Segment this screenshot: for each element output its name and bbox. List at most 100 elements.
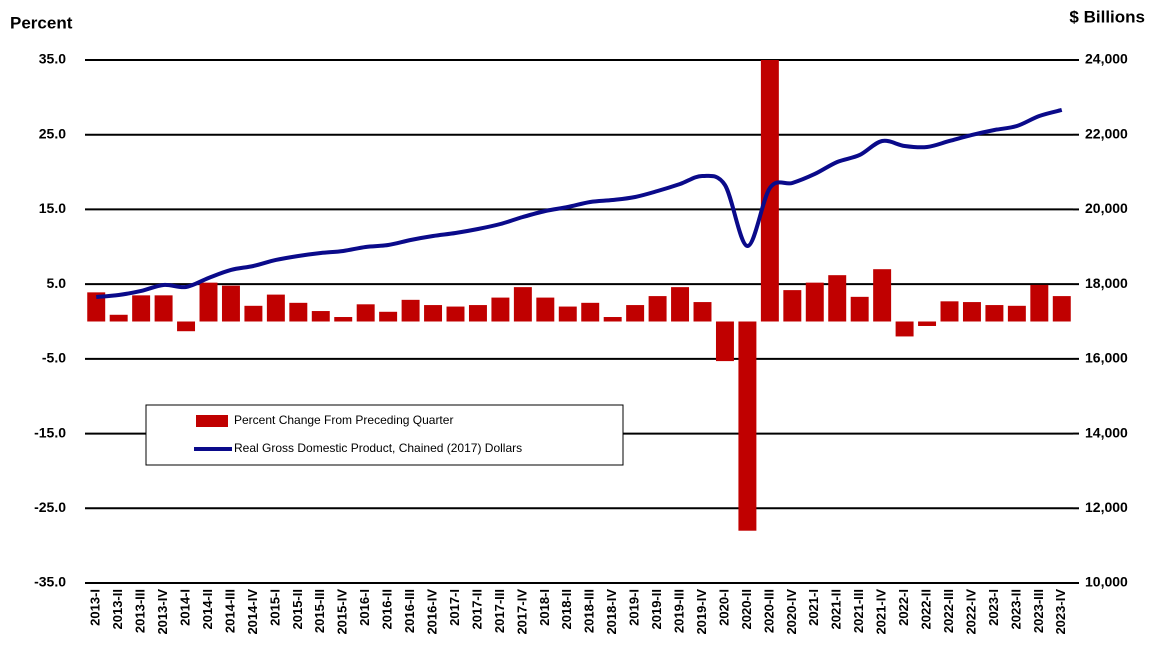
y2-tick-label: 22,000 bbox=[1085, 125, 1128, 141]
y-tick-label: -35.0 bbox=[34, 574, 66, 590]
x-tick-label: 2014-IV bbox=[245, 589, 260, 635]
bar bbox=[513, 287, 532, 322]
x-tick-label: 2020-IV bbox=[784, 589, 799, 635]
x-tick-label: 2016-I bbox=[357, 589, 372, 626]
bar bbox=[603, 317, 622, 322]
y2-tick-label: 12,000 bbox=[1085, 499, 1128, 515]
bar bbox=[356, 304, 375, 322]
bar bbox=[424, 305, 443, 322]
x-tick-label: 2020-II bbox=[739, 589, 754, 629]
bar bbox=[401, 299, 420, 322]
y2-tick-label: 24,000 bbox=[1085, 51, 1128, 67]
x-tick-label: 2014-I bbox=[177, 589, 192, 626]
x-tick-label: 2018-IV bbox=[604, 589, 619, 635]
x-tick-label: 2015-IV bbox=[335, 589, 350, 635]
line bbox=[96, 108, 1063, 299]
x-tick-label: 2021-II bbox=[829, 589, 844, 629]
bar bbox=[918, 321, 937, 326]
x-tick-label: 2018-II bbox=[559, 589, 574, 629]
x-tick-label: 2013-IV bbox=[155, 589, 170, 635]
bar bbox=[1007, 305, 1026, 322]
bar bbox=[177, 321, 196, 332]
y-tick-label: 35.0 bbox=[39, 51, 66, 67]
x-tick-label: 2022-IV bbox=[963, 589, 978, 635]
x-tick-label: 2019-III bbox=[671, 589, 686, 633]
x-tick-label: 2022-III bbox=[941, 589, 956, 633]
bar bbox=[244, 305, 263, 322]
bar bbox=[87, 292, 106, 322]
bar bbox=[626, 305, 645, 322]
bar bbox=[289, 302, 308, 322]
bar bbox=[491, 297, 510, 322]
bar bbox=[783, 290, 802, 322]
x-tick-label: 2015-I bbox=[267, 589, 282, 626]
bar bbox=[199, 282, 218, 322]
bar bbox=[1052, 296, 1071, 322]
bar bbox=[648, 296, 667, 322]
x-tick-label: 2020-I bbox=[716, 589, 731, 626]
y-tick-label: -25.0 bbox=[34, 499, 66, 515]
bar bbox=[266, 294, 285, 322]
y2-axis-title: $ Billions bbox=[1069, 7, 1145, 26]
x-tick-label: 2013-II bbox=[110, 589, 125, 629]
x-tick-label: 2021-III bbox=[851, 589, 866, 633]
bar bbox=[379, 311, 398, 322]
bar bbox=[895, 321, 914, 337]
x-tick-label: 2016-III bbox=[402, 589, 417, 633]
legend-label: Real Gross Domestic Product, Chained (20… bbox=[234, 441, 522, 455]
y-tick-label: -5.0 bbox=[42, 350, 66, 366]
x-tick-label: 2018-III bbox=[582, 589, 597, 633]
x-tick-label: 2017-II bbox=[469, 589, 484, 629]
y2-tick-label: 20,000 bbox=[1085, 200, 1128, 216]
x-tick-label: 2016-IV bbox=[424, 589, 439, 635]
y2-tick-label: 10,000 bbox=[1085, 574, 1128, 590]
bar bbox=[109, 314, 128, 322]
x-tick-label: 2014-II bbox=[200, 589, 215, 629]
bar bbox=[671, 287, 690, 322]
x-tick-label: 2013-I bbox=[88, 589, 103, 626]
x-tick-label: 2022-I bbox=[896, 589, 911, 626]
x-tick-label: 2021-I bbox=[806, 589, 821, 626]
y-tick-label: -15.0 bbox=[34, 424, 66, 440]
x-tick-label: 2017-IV bbox=[514, 589, 529, 635]
bar bbox=[940, 301, 959, 322]
x-tick-label: 2023-IV bbox=[1053, 589, 1068, 635]
x-tick-label: 2018-I bbox=[537, 589, 552, 626]
bar bbox=[873, 269, 892, 322]
bar bbox=[1030, 284, 1049, 322]
y-tick-label: 15.0 bbox=[39, 200, 66, 216]
x-tick-label: 2017-III bbox=[492, 589, 507, 633]
y2-tick-label: 14,000 bbox=[1085, 424, 1128, 440]
x-tick-label: 2023-II bbox=[1008, 589, 1023, 629]
x-tick-label: 2019-I bbox=[627, 589, 642, 626]
bar bbox=[962, 302, 981, 322]
x-tick-label: 2019-II bbox=[649, 589, 664, 629]
x-tick-label: 2014-III bbox=[222, 589, 237, 633]
bar bbox=[850, 296, 869, 322]
bar bbox=[558, 306, 577, 322]
legend-swatch bbox=[196, 415, 228, 427]
bar bbox=[693, 302, 712, 322]
x-tick-label: 2016-II bbox=[380, 589, 395, 629]
x-tick-label: 2013-III bbox=[133, 589, 148, 633]
bar bbox=[805, 282, 824, 322]
bar bbox=[738, 321, 757, 531]
y-tick-label: 25.0 bbox=[39, 125, 66, 141]
bar bbox=[715, 321, 734, 362]
x-tick-label: 2015-III bbox=[312, 589, 327, 633]
x-tick-label: 2023-I bbox=[986, 589, 1001, 626]
bar bbox=[311, 311, 330, 322]
x-tick-label: 2021-IV bbox=[874, 589, 889, 635]
bar bbox=[221, 285, 240, 322]
x-tick-label: 2019-IV bbox=[694, 589, 709, 635]
bar bbox=[468, 305, 487, 322]
y2-tick-label: 16,000 bbox=[1085, 350, 1128, 366]
bar bbox=[334, 317, 353, 322]
bar bbox=[132, 295, 151, 322]
bar bbox=[985, 305, 1004, 322]
bar bbox=[828, 275, 847, 322]
y2-tick-label: 18,000 bbox=[1085, 275, 1128, 291]
bar bbox=[536, 297, 555, 322]
